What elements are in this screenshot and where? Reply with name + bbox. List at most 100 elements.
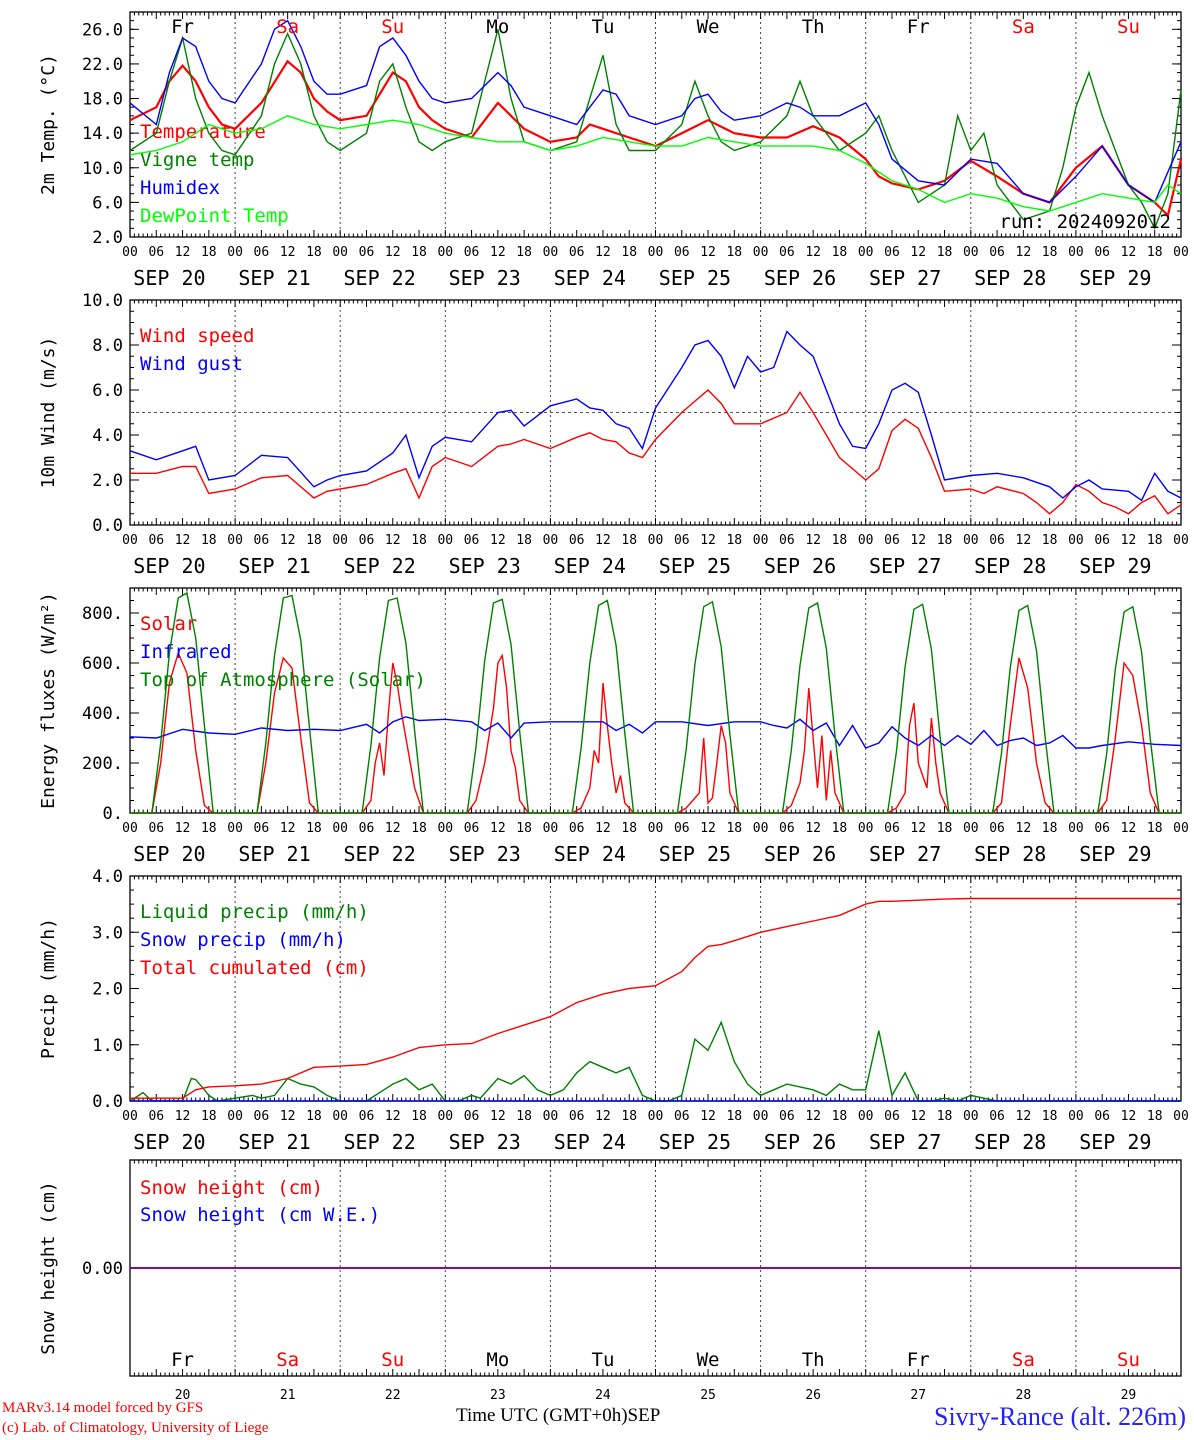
- day-abbr: Mo: [486, 1349, 509, 1371]
- hour-tick-label: 06: [1094, 1109, 1110, 1124]
- hour-tick-label: 12: [1016, 1109, 1032, 1124]
- hour-tick-label: 00: [963, 821, 979, 836]
- hour-tick-label: 00: [122, 821, 138, 836]
- hour-tick-label: 18: [306, 533, 322, 548]
- hour-tick-label: 06: [674, 533, 690, 548]
- hour-tick-label: 00: [1173, 821, 1189, 836]
- date-label: SEP 24: [554, 1130, 626, 1154]
- legend-entry: Solar: [140, 613, 197, 635]
- day-abbr: Tu: [592, 16, 615, 38]
- day-abbr: Su: [1117, 16, 1140, 38]
- hour-tick-label: 06: [254, 533, 270, 548]
- hour-tick-label: 12: [910, 533, 926, 548]
- time-axis-label: Time UTC (GMT+0h)SEP: [456, 1405, 660, 1427]
- hour-tick-label: 12: [175, 1109, 191, 1124]
- hour-tick-label: 06: [1094, 245, 1110, 260]
- date-label: SEP 29: [1079, 554, 1151, 578]
- hour-tick-label: 00: [963, 1109, 979, 1124]
- date-label: SEP 27: [869, 554, 941, 578]
- y-tick-label: 800.: [82, 604, 123, 624]
- day-abbr: Tu: [592, 1349, 615, 1371]
- hour-tick-label: 18: [621, 533, 637, 548]
- hour-tick-label: 18: [306, 245, 322, 260]
- hour-tick-label: 00: [1068, 1109, 1084, 1124]
- y-tick-label: 8.0: [92, 336, 123, 356]
- hour-tick-label: 06: [464, 533, 480, 548]
- hour-tick-label: 06: [884, 821, 900, 836]
- y-tick-label: 0.: [103, 804, 123, 824]
- hour-tick-label: 06: [148, 245, 164, 260]
- hour-tick-label: 12: [595, 245, 611, 260]
- hour-tick-label: 18: [516, 1109, 532, 1124]
- hour-tick-label: 06: [989, 533, 1005, 548]
- day-abbr: Fr: [171, 1349, 194, 1371]
- y-tick-label: 2.0: [92, 228, 123, 248]
- y-tick-label: 0.00: [82, 1259, 123, 1279]
- hour-tick-label: 00: [227, 1109, 243, 1124]
- y-tick-label: 26.0: [82, 20, 123, 40]
- day-abbr: Th: [802, 16, 825, 38]
- hour-tick-label: 18: [937, 821, 953, 836]
- hour-tick-label: 00: [858, 821, 874, 836]
- hour-tick-label: 00: [437, 533, 453, 548]
- date-label: SEP 20: [133, 1130, 205, 1154]
- hour-tick-label: 18: [201, 821, 217, 836]
- y-tick-label: 4.0: [92, 867, 123, 887]
- hour-tick-label: 00: [963, 245, 979, 260]
- hour-tick-label: 18: [832, 533, 848, 548]
- hour-tick-label: 18: [411, 821, 427, 836]
- hour-tick-label: 00: [437, 245, 453, 260]
- hour-tick-label: 06: [569, 821, 585, 836]
- date-label: SEP 22: [343, 266, 415, 290]
- hour-tick-label: 00: [753, 245, 769, 260]
- hour-tick-label: 06: [884, 533, 900, 548]
- day-abbr: Sa: [276, 16, 299, 38]
- hour-tick-label: 18: [201, 1109, 217, 1124]
- hour-tick-label: 06: [779, 1109, 795, 1124]
- hour-tick-label: 18: [1147, 821, 1163, 836]
- day-abbr: Fr: [907, 1349, 930, 1371]
- date-label: SEP 21: [238, 266, 310, 290]
- legend-entry: Infrared: [140, 641, 232, 663]
- legend-entry: Wind speed: [140, 325, 254, 347]
- y-tick-label: 0.0: [92, 516, 123, 536]
- date-label: SEP 25: [659, 554, 731, 578]
- date-label: SEP 25: [659, 1130, 731, 1154]
- hour-tick-label: 18: [726, 821, 742, 836]
- hour-tick-label: 00: [753, 1109, 769, 1124]
- series-line: [129, 29, 1182, 231]
- hour-tick-label: 12: [1016, 533, 1032, 548]
- hour-tick-label: 12: [1121, 1109, 1137, 1124]
- hour-tick-label: 00: [332, 245, 348, 260]
- y-tick-label: 10.0: [82, 159, 123, 179]
- hour-tick-label: 00: [963, 533, 979, 548]
- date-label: SEP 29: [1079, 266, 1151, 290]
- hour-tick-label: 06: [674, 821, 690, 836]
- y-tick-label: 10.0: [82, 291, 123, 311]
- hour-tick-label: 18: [937, 1109, 953, 1124]
- hour-tick-label: 06: [989, 1109, 1005, 1124]
- hour-tick-label: 06: [254, 245, 270, 260]
- hour-tick-label: 12: [910, 245, 926, 260]
- hour-tick-label: 06: [569, 245, 585, 260]
- hour-tick-label: 18: [1042, 245, 1058, 260]
- hour-tick-label: 18: [306, 821, 322, 836]
- date-label: SEP 22: [343, 842, 415, 866]
- series-line: [130, 591, 1181, 814]
- hour-tick-label: 00: [648, 1109, 664, 1124]
- hour-tick-label: 00: [858, 533, 874, 548]
- series-line: [129, 716, 1182, 749]
- hour-tick-label: 00: [332, 821, 348, 836]
- hour-tick-label: 06: [989, 821, 1005, 836]
- month-label: SEP: [627, 1405, 661, 1426]
- date-label: SEP 20: [133, 842, 205, 866]
- hour-tick-label: 00: [1173, 1109, 1189, 1124]
- date-label: SEP 21: [238, 842, 310, 866]
- date-label: SEP 21: [238, 554, 310, 578]
- y-axis-label: Energy fluxes (W/m²): [38, 592, 59, 809]
- day-abbr: Fr: [907, 16, 930, 38]
- date-label: SEP 26: [764, 266, 836, 290]
- hour-tick-label: 18: [516, 245, 532, 260]
- day-number: 25: [700, 1388, 716, 1403]
